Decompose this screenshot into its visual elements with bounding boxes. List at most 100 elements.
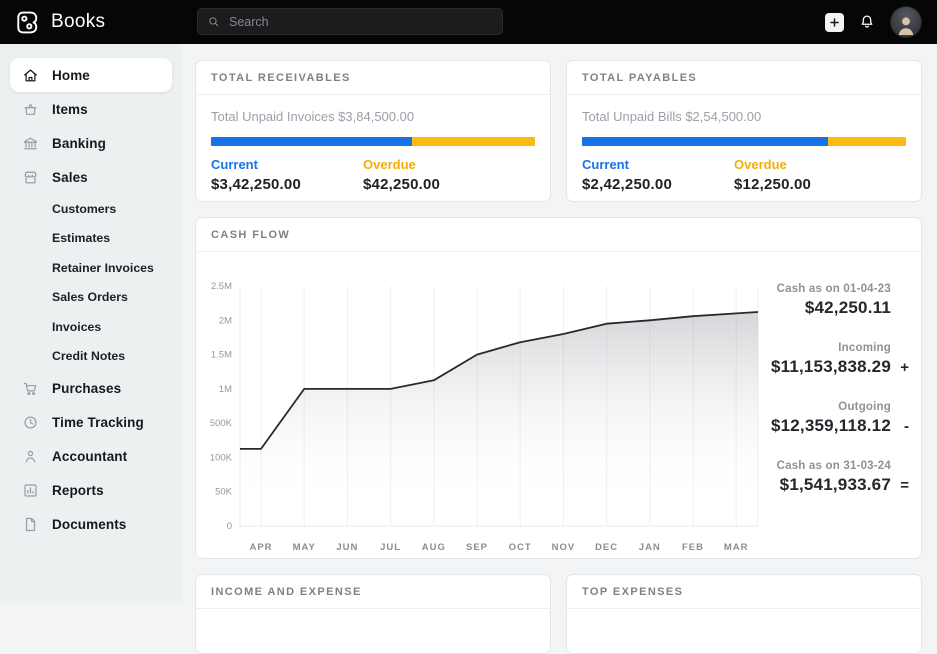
books-logo-icon <box>14 9 41 36</box>
sidebar-item-estimates[interactable]: Estimates <box>10 224 172 254</box>
top-expenses-card: TOP EXPENSES <box>566 574 922 654</box>
y-axis-tick-label: 1M <box>219 384 232 395</box>
x-axis-month-label: SEP <box>466 542 488 553</box>
sidebar-item-credit-notes[interactable]: Credit Notes <box>10 342 172 372</box>
sidebar-item-label: Purchases <box>52 380 122 396</box>
search-icon <box>207 15 220 28</box>
sidebar-item-label: Time Tracking <box>52 414 144 430</box>
topbar-actions <box>825 6 937 38</box>
sidebar-item-label: Retainer Invoices <box>52 260 154 275</box>
sidebar-item-documents[interactable]: Documents <box>10 507 172 541</box>
cash-flow-summary-item: Outgoing $12,359,118.12- <box>762 401 909 436</box>
sidebar-item-label: Credit Notes <box>52 349 126 364</box>
x-axis-month-label: APR <box>249 542 272 553</box>
brand[interactable]: Books <box>0 9 182 36</box>
payables-breakdown: Current $2,42,250.00 Overdue $12,250.00 <box>582 157 906 193</box>
sidebar-item-banking[interactable]: Banking <box>10 126 172 160</box>
payables-card-body: Total Unpaid Bills $2,54,500.00 Current … <box>567 95 921 201</box>
x-axis-month-label: OCT <box>509 542 532 553</box>
search-input[interactable] <box>227 13 493 30</box>
payables-overdue-amount: $12,250.00 <box>734 176 812 193</box>
receivables-overdue-amount: $42,250.00 <box>363 176 441 193</box>
cash-flow-summary-sign: = <box>900 477 909 494</box>
income-expense-card-title: INCOME AND EXPENSE <box>196 575 550 609</box>
payables-card-title: TOTAL PAYABLES <box>567 61 921 95</box>
cash-flow-line <box>240 311 759 450</box>
sidebar-item-invoices[interactable]: Invoices <box>10 312 172 342</box>
cash-flow-summary-label: Cash as on 01-04-23 <box>776 283 891 295</box>
add-new-button[interactable] <box>825 12 844 32</box>
person-icon <box>22 448 39 465</box>
cash-flow-chart-svg: 2.5M 2M 1.5M 1M 500K 100K 50K 0 APR MAY JUN JUL AUG S… <box>210 281 759 553</box>
receivables-card-body: Total Unpaid Invoices $3,84,500.00 Curre… <box>196 95 550 201</box>
x-axis-month-label: JUL <box>380 542 401 553</box>
payables-progress-bar <box>582 137 906 146</box>
y-axis-tick-label: 500K <box>210 418 233 429</box>
x-axis-month-label: NOV <box>552 542 576 553</box>
receivables-current-amount: $3,42,250.00 <box>211 176 301 193</box>
plus-icon <box>828 16 841 29</box>
sidebar-item-sales-orders[interactable]: Sales Orders <box>10 283 172 313</box>
sidebar-item-home[interactable]: Home <box>10 58 172 92</box>
receivables-breakdown: Current $3,42,250.00 Overdue $42,250.00 <box>211 157 535 193</box>
sidebar-item-customers[interactable]: Customers <box>10 194 172 224</box>
y-axis-tick-label: 2M <box>219 315 232 326</box>
cash-flow-summary-amount: $11,153,838.29 <box>770 357 891 376</box>
sidebar-item-time-tracking[interactable]: Time Tracking <box>10 405 172 439</box>
receivables-overdue-label: Overdue <box>363 157 416 172</box>
cash-flow-summary-amount: $42,250.11 <box>804 298 891 317</box>
unpaid-invoices-summary: Total Unpaid Invoices $3,84,500.00 <box>211 109 415 124</box>
sidebar-item-label: Home <box>52 67 90 83</box>
sidebar-item-purchases[interactable]: Purchases <box>10 371 172 405</box>
x-axis-month-label: JAN <box>639 542 661 553</box>
cash-flow-summary-sign: + <box>900 359 909 376</box>
receivables-overdue-bar <box>411 137 535 146</box>
x-axis-month-label: AUG <box>422 542 446 553</box>
receivables-current-label: Current <box>211 157 258 172</box>
bottom-cards-row: INCOME AND EXPENSE TOP EXPENSES <box>195 574 922 654</box>
bank-icon <box>22 135 39 152</box>
sidebar: Home Items Banking Sales Customers Estimates R… <box>0 44 182 603</box>
cash-flow-summary-amount: $1,541,933.67 <box>779 475 891 494</box>
unpaid-bills-summary: Total Unpaid Bills $2,54,500.00 <box>582 109 762 124</box>
sidebar-item-retainer-invoices[interactable]: Retainer Invoices <box>10 253 172 283</box>
cash-flow-chart: 2.5M 2M 1.5M 1M 500K 100K 50K 0 APR MAY JUN JUL AUG S… <box>200 252 762 557</box>
clock-icon <box>22 414 39 431</box>
income-expense-card: INCOME AND EXPENSE <box>195 574 551 654</box>
sidebar-item-accountant[interactable]: Accountant <box>10 439 172 473</box>
x-axis-month-label: MAY <box>293 542 316 553</box>
cash-flow-summary: Cash as on 01-04-23 $42,250.11 Incoming $11… <box>762 252 909 557</box>
receivables-card-title: TOTAL RECEIVABLES <box>196 61 550 95</box>
items-icon <box>22 101 39 118</box>
search-box <box>197 8 503 35</box>
sidebar-item-label: Reports <box>52 482 104 498</box>
report-icon <box>22 482 39 499</box>
sidebar-item-reports[interactable]: Reports <box>10 473 172 507</box>
sidebar-item-label: Banking <box>52 135 106 151</box>
x-axis-month-label: MAR <box>724 542 749 553</box>
payables-current-label: Current <box>582 157 629 172</box>
cash-flow-summary-amount: $12,359,118.12 <box>770 416 891 435</box>
document-icon <box>22 516 39 533</box>
cash-flow-summary-item: Cash as on 01-04-23 $42,250.11 <box>762 283 909 318</box>
sidebar-item-label: Accountant <box>52 448 128 464</box>
cash-flow-card: CASH FLOW 2.5M 2M 1.5M 1M 500K 100K 50K 0 APR MAY… <box>195 217 922 559</box>
sidebar-item-label: Invoices <box>52 319 102 334</box>
avatar-person-icon <box>894 13 918 37</box>
sidebar-item-items[interactable]: Items <box>10 92 172 126</box>
home-icon <box>22 67 39 84</box>
x-axis-month-label: DEC <box>595 542 618 553</box>
store-icon <box>22 169 39 186</box>
sidebar-item-sales[interactable]: Sales <box>10 160 172 194</box>
notifications-bell-icon[interactable] <box>858 13 876 31</box>
sidebar-item-label: Sales <box>52 169 88 185</box>
cash-flow-summary-label: Incoming <box>838 342 891 354</box>
sidebar-item-label: Estimates <box>52 231 111 246</box>
x-axis-month-label: FEB <box>682 542 704 553</box>
total-payables-card: TOTAL PAYABLES Total Unpaid Bills $2,54,… <box>566 60 922 202</box>
cart-icon <box>22 380 39 397</box>
y-axis-tick-label: 100K <box>210 452 233 463</box>
payables-overdue-bar <box>828 137 906 146</box>
brand-name: Books <box>51 11 106 32</box>
user-avatar[interactable] <box>890 6 922 38</box>
